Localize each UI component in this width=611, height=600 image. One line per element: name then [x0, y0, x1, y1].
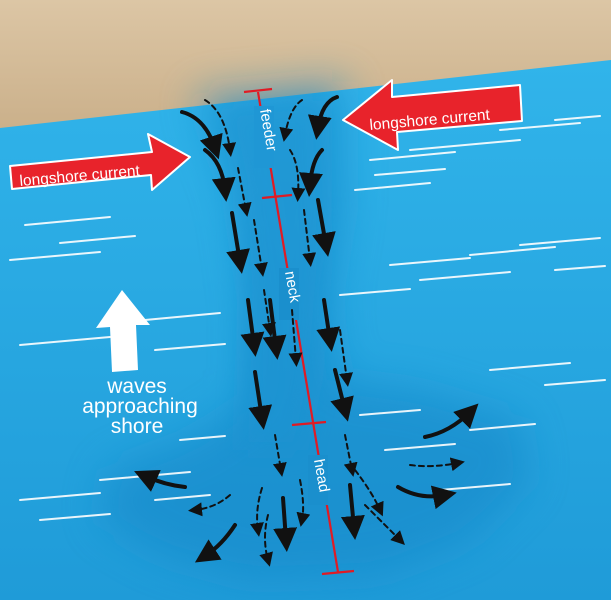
wave-lines: [9, 115, 606, 521]
flow-arrow: [237, 167, 252, 217]
flow-arrow: [307, 95, 339, 140]
flow-arrow: [253, 219, 268, 277]
flow-arrow: [423, 403, 479, 439]
flow-arrow: [343, 434, 358, 477]
flow-arrow: [340, 483, 365, 540]
scale-tick-neck: [291, 420, 327, 427]
flow-arrow: [204, 99, 237, 157]
waves-approaching-shore-label: waves approaching shore: [82, 375, 198, 438]
flow-arrow: [330, 368, 354, 422]
flow-arrow: [312, 198, 336, 257]
scale-tick-bottom: [321, 569, 355, 576]
flow-arrow: [262, 289, 276, 337]
scale-tick-top: [243, 87, 273, 94]
flow-arrow: [409, 457, 465, 472]
flow-arrow: [339, 329, 353, 387]
flow-arrow: [194, 523, 237, 563]
waves-label-line2: approaching: [82, 395, 198, 418]
flow-arrow: [316, 298, 341, 352]
flow-arrow: [250, 487, 264, 537]
neck-label: neck: [281, 270, 303, 305]
head-label: head: [310, 458, 333, 494]
flow-arrow: [279, 99, 303, 142]
flow-arrow: [226, 211, 250, 274]
flow-arrow: [259, 514, 273, 567]
flow-arrow: [180, 110, 223, 160]
flow-arrows-solid: [134, 95, 479, 563]
flow-arrows-dashed: [188, 99, 465, 567]
flow-arrow: [272, 434, 287, 477]
longshore-arrow-right: longshore current: [342, 79, 523, 151]
flow-arrow: [273, 496, 298, 552]
flow-arrow: [298, 148, 324, 197]
flow-arrow: [188, 494, 231, 517]
flow-arrow: [240, 298, 265, 357]
flow-arrow: [289, 149, 306, 202]
flow-arrow: [296, 479, 311, 527]
longshore-arrow-left: longshore current: [9, 133, 191, 191]
flow-arrow: [288, 309, 303, 367]
flow-arrow: [354, 469, 384, 517]
flow-arrow: [302, 209, 317, 267]
waves-label-line1: waves: [106, 375, 167, 398]
flow-arrow: [203, 148, 236, 202]
flow-arrow: [364, 504, 405, 545]
waves-label-line3: shore: [111, 415, 164, 438]
waves-arrow: [96, 290, 150, 372]
flow-arrow: [134, 469, 187, 492]
flow-arrow: [396, 485, 457, 510]
scale-tick-feeder: [261, 193, 293, 200]
flow-arrow: [248, 370, 273, 430]
zone-labels: feeder neck head: [254, 106, 333, 505]
